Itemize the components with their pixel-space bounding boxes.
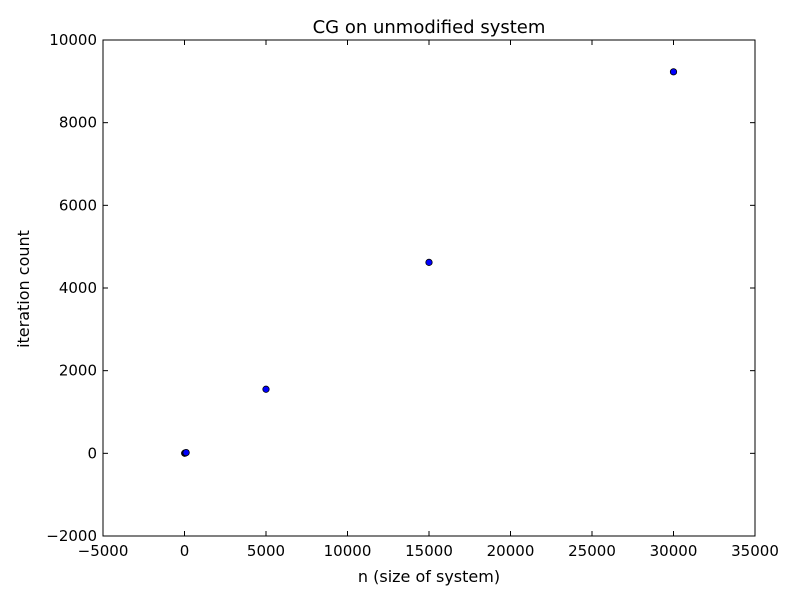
data-point (182, 448, 190, 457)
y-tick-label: 0 (87, 444, 97, 462)
axis-ticks: −5000 0 5000 10000 15000 20000 25000 30000 35000… (46, 31, 779, 560)
x-tick-label: 30000 (650, 542, 698, 560)
data-points (181, 68, 678, 457)
x-tick-label: 10000 (324, 542, 372, 560)
x-axis-label: n (size of system) (358, 567, 500, 586)
y-tick-label: 10000 (49, 31, 97, 49)
y-tick-label: 6000 (59, 196, 97, 214)
x-tick-label: −5000 (78, 542, 129, 560)
y-tick-label: 2000 (59, 362, 97, 380)
x-tick-label: 20000 (487, 542, 535, 560)
x-tick-label: 5000 (247, 542, 285, 560)
x-tick-label: 25000 (568, 542, 616, 560)
chart-title: CG on unmodified system (313, 17, 546, 38)
y-axis-label: iteration count (14, 230, 33, 348)
x-tick-label: 0 (180, 542, 190, 560)
data-point (669, 68, 678, 76)
data-point (425, 258, 433, 266)
y-tick-label: 8000 (59, 114, 97, 132)
y-tick-label: −2000 (46, 527, 97, 545)
x-tick-label: 35000 (731, 542, 779, 560)
x-tick-label: 15000 (405, 542, 453, 560)
y-tick-label: 4000 (59, 279, 97, 297)
data-point (262, 385, 270, 393)
